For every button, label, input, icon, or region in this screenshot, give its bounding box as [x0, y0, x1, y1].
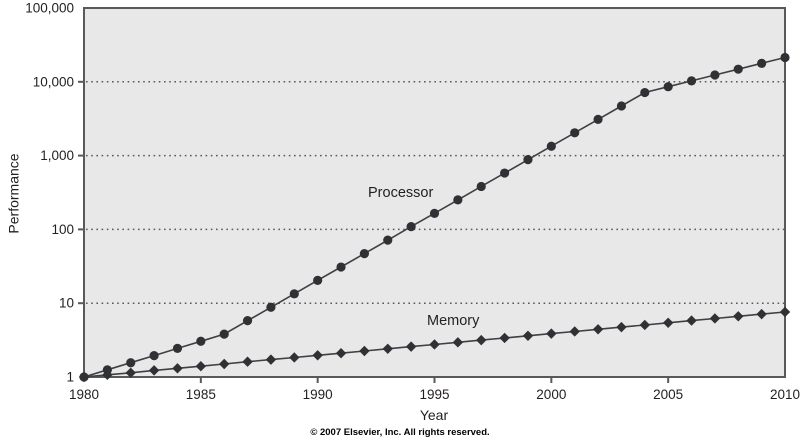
x-tick-label: 2000 — [536, 387, 566, 402]
memory-marker — [662, 317, 674, 328]
memory-marker — [592, 324, 604, 335]
processor-series-label: Processor — [368, 185, 434, 201]
memory-marker — [476, 334, 487, 346]
memory-marker — [265, 354, 277, 365]
processor-marker — [710, 70, 720, 80]
memory-marker — [709, 313, 721, 324]
processor-marker — [266, 302, 276, 312]
memory-marker — [219, 358, 230, 370]
memory-marker — [172, 363, 183, 374]
processor-marker — [757, 58, 767, 68]
processor-marker — [172, 343, 183, 354]
processor-marker — [219, 329, 229, 339]
y-axis-title: Performance — [5, 153, 22, 234]
x-tick-label: 1980 — [69, 387, 99, 402]
processor-marker — [733, 64, 743, 74]
memory-marker — [452, 337, 464, 348]
memory-marker — [756, 308, 767, 320]
memory-marker — [242, 356, 253, 367]
memory-marker — [779, 306, 791, 318]
memory-marker — [686, 315, 697, 326]
processor-marker — [593, 114, 603, 124]
processor-marker — [616, 101, 627, 111]
memory-marker — [148, 365, 160, 376]
memory-marker — [335, 348, 347, 359]
y-tick-label: 1,000 — [40, 148, 74, 163]
memory-marker — [405, 341, 417, 352]
memory-marker — [102, 369, 113, 381]
x-axis-title: Year — [419, 407, 449, 423]
memory-marker — [78, 371, 90, 383]
x-tick-label: 1990 — [303, 387, 333, 402]
memory-marker — [125, 367, 136, 379]
memory-marker — [522, 330, 534, 341]
processor-marker — [780, 52, 790, 63]
processor-marker — [500, 168, 510, 178]
memory-marker — [616, 321, 627, 333]
processor-marker — [640, 87, 650, 98]
processor-marker — [313, 275, 323, 285]
processor-marker — [476, 181, 486, 192]
memory-series-label: Memory — [427, 313, 480, 329]
processor-marker — [406, 222, 416, 232]
processor-marker — [429, 208, 440, 218]
memory-marker — [499, 332, 510, 344]
processor-marker — [383, 235, 393, 245]
processor-marker — [359, 248, 369, 259]
x-tick-label: 2005 — [653, 387, 683, 402]
x-tick-label: 1995 — [419, 387, 449, 402]
y-tick-label: 100,000 — [25, 1, 74, 16]
x-tick-label: 1985 — [186, 387, 216, 402]
memory-marker — [429, 339, 440, 350]
memory-marker — [195, 361, 207, 372]
processor-marker — [196, 336, 206, 346]
memory-marker — [312, 350, 323, 361]
processor-marker — [453, 195, 463, 205]
copyright-text: © 2007 Elsevier, Inc. All rights reserve… — [310, 427, 490, 438]
processor-marker — [523, 155, 533, 165]
plot-area — [83, 7, 786, 378]
memory-marker — [546, 328, 557, 339]
memory-marker — [569, 326, 580, 337]
memory-marker — [359, 345, 370, 357]
processor-marker — [149, 350, 159, 361]
memory-marker — [639, 319, 650, 331]
processor-marker — [126, 358, 136, 368]
processor-marker — [570, 128, 580, 138]
y-tick-label: 10,000 — [33, 74, 74, 89]
y-tick-label: 100 — [51, 222, 74, 237]
memory-marker — [289, 352, 300, 363]
x-tick-label: 2010 — [770, 387, 800, 402]
y-tick-label: 10 — [59, 296, 74, 311]
processor-marker — [242, 316, 253, 326]
processor-marker — [663, 82, 673, 92]
processor-marker — [289, 289, 299, 299]
processor-marker — [336, 262, 346, 272]
processor-marker — [546, 141, 556, 151]
y-tick-label: 1 — [66, 370, 74, 385]
memory-marker — [733, 311, 744, 322]
processor-marker — [686, 76, 697, 86]
memory-marker — [382, 343, 393, 355]
